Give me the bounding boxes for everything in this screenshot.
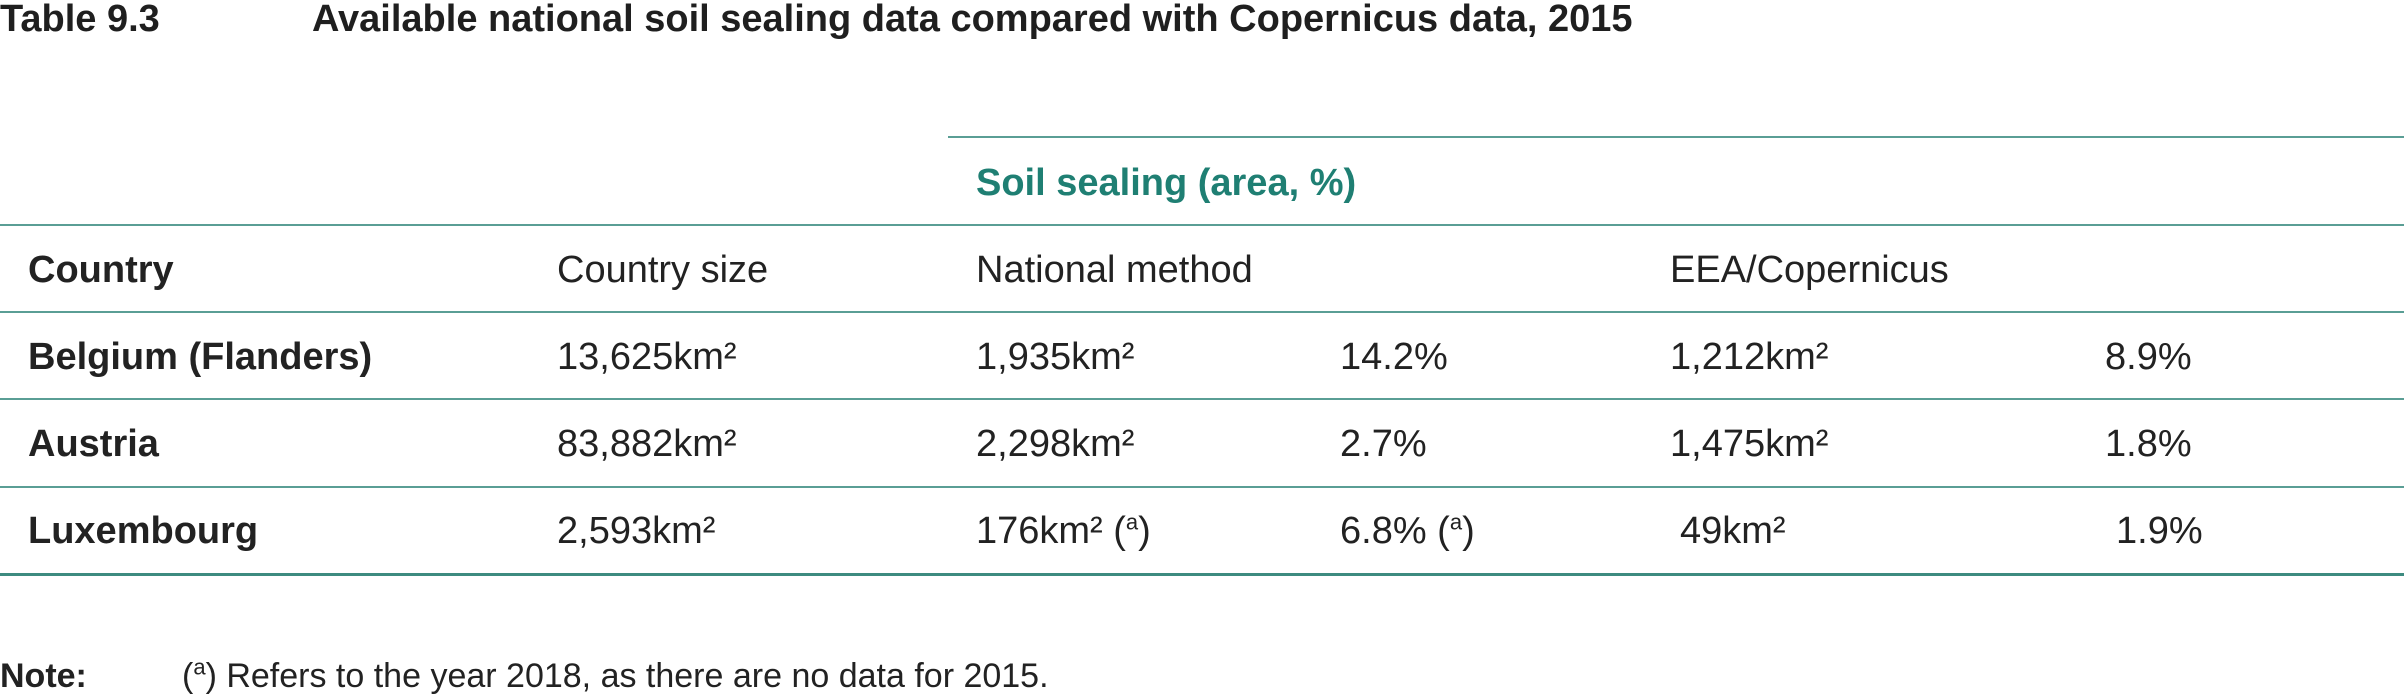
- footnote-marker: a: [1125, 509, 1139, 535]
- value-text-end: ): [1138, 510, 1151, 552]
- note-label: Note:: [0, 657, 87, 695]
- header-rule-top: [0, 224, 2404, 226]
- note-body: ) Refers to the year 2018, as there are …: [205, 657, 1049, 695]
- table-cell-country: Belgium (Flanders): [28, 336, 373, 378]
- table-cell-eea-percent: 8.9%: [2105, 336, 2192, 378]
- table-cell-national-percent: 2.7%: [1340, 423, 1427, 465]
- table-cell-eea-area: 1,475km²: [1670, 423, 1829, 465]
- footnote-marker: a: [193, 654, 206, 680]
- value-text-end: ): [1462, 510, 1475, 552]
- table-cell-country: Luxembourg: [28, 510, 259, 552]
- table-title: Available national soil sealing data com…: [312, 0, 1633, 40]
- table-cell-eea-percent: 1.8%: [2105, 423, 2192, 465]
- table-cell-eea-percent: 1.9%: [2116, 510, 2203, 552]
- column-header-country: Country: [28, 249, 174, 291]
- note-text: (a) Refers to the year 2018, as there ar…: [182, 654, 1049, 696]
- table-cell-national-area: 176km² (a): [976, 509, 1151, 552]
- table-cell-national-percent: 6.8% (a): [1340, 509, 1475, 552]
- table-cell-national-area: 1,935km²: [976, 336, 1135, 378]
- table-cell-size: 2,593km²: [557, 510, 716, 552]
- table-cell-eea-area: 1,212km²: [1670, 336, 1829, 378]
- table-cell-national-percent: 14.2%: [1340, 336, 1448, 378]
- value-text: 6.8% (: [1340, 510, 1450, 552]
- table-cell-national-area: 2,298km²: [976, 423, 1135, 465]
- row-rule: [0, 398, 2404, 400]
- table-rule-bottom: [0, 573, 2404, 576]
- column-header-eea-copernicus: EEA/Copernicus: [1670, 249, 1949, 291]
- table-cell-country: Austria: [28, 423, 159, 465]
- footnote-marker: a: [1449, 509, 1463, 535]
- column-header-country-size: Country size: [557, 249, 769, 291]
- group-rule-top: [948, 136, 2404, 138]
- note-open: (: [182, 657, 194, 695]
- group-header-soil-sealing: Soil sealing (area, %): [976, 162, 1357, 204]
- column-header-national-method: National method: [976, 249, 1253, 291]
- table-number: Table 9.3: [0, 0, 160, 40]
- row-rule: [0, 486, 2404, 488]
- table-cell-size: 13,625km²: [557, 336, 737, 378]
- table-cell-size: 83,882km²: [557, 423, 737, 465]
- table-cell-eea-area: 49km²: [1680, 510, 1786, 552]
- value-text: 176km² (: [976, 510, 1126, 552]
- header-rule-bottom: [0, 311, 2404, 313]
